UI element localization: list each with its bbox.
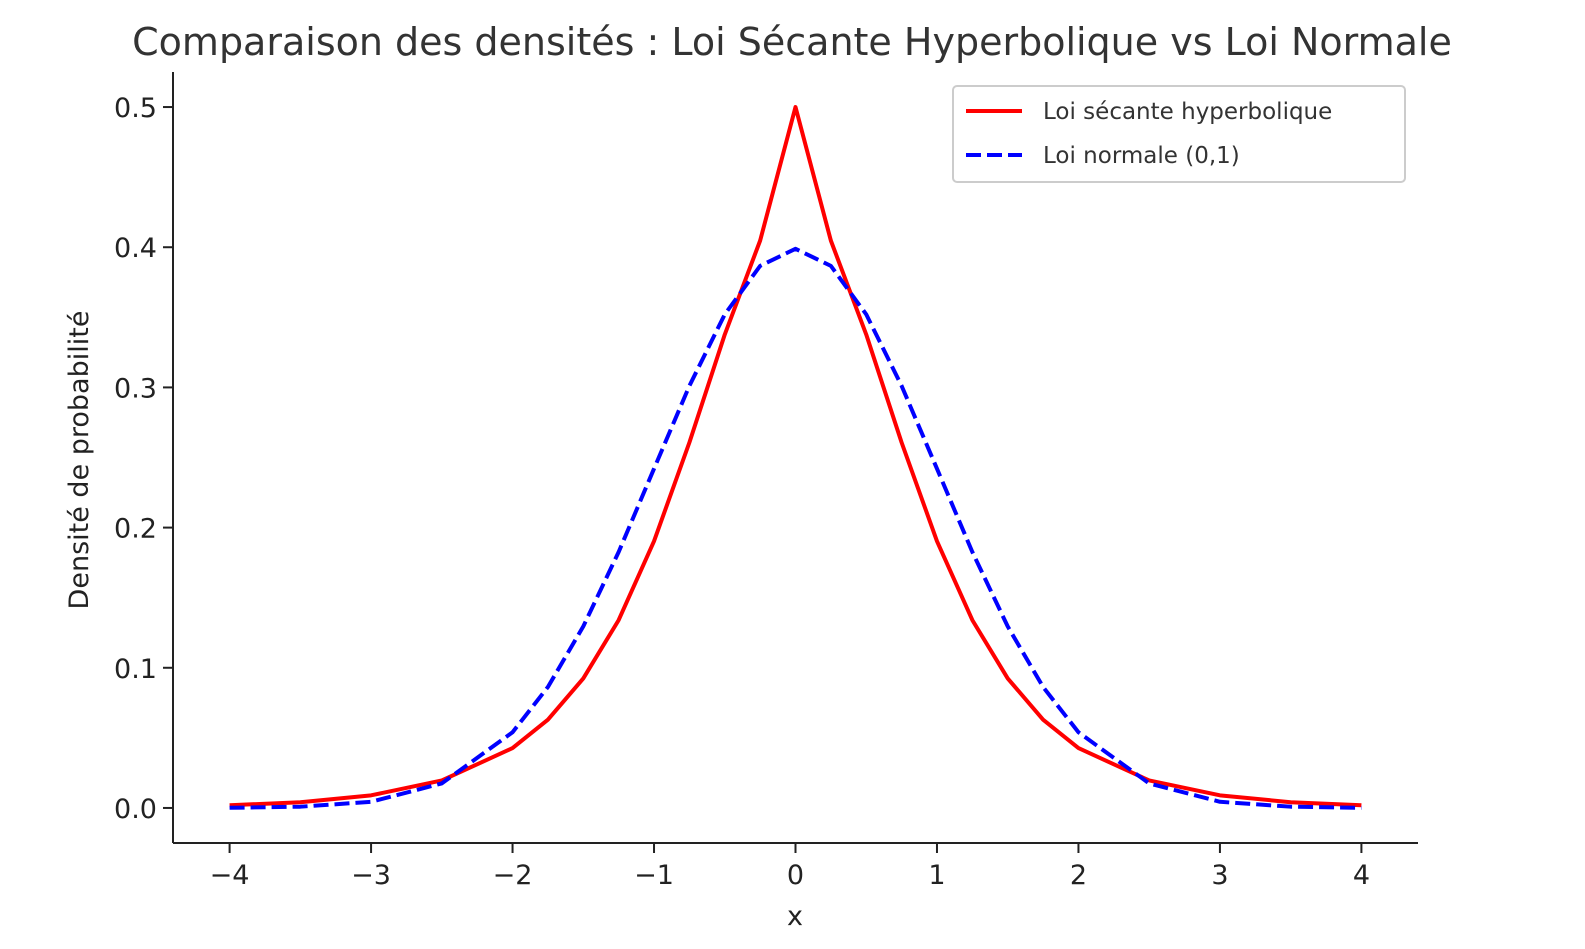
x-tick-label: 2: [1070, 860, 1087, 891]
y-tick-label: 0.0: [114, 794, 157, 825]
x-tick-label: 4: [1353, 860, 1370, 891]
x-ticks: −4 −3 −2 −1 0 1 2 3 4: [210, 843, 1370, 891]
legend-box: [952, 85, 1406, 183]
x-tick-label: −3: [351, 860, 391, 891]
x-tick-label: 1: [928, 860, 945, 891]
x-axis-label: x: [787, 901, 803, 932]
series-line-normal: [229, 246, 1362, 810]
legend-label-normal: Loi normale (0,1): [1043, 143, 1240, 169]
y-tick-label: 0.4: [114, 233, 157, 264]
x-tick-label: −4: [210, 860, 250, 891]
x-tick-label: 3: [1211, 860, 1228, 891]
y-tick-label: 0.5: [114, 93, 157, 124]
chart-title: Comparaison des densités : Loi Sécante H…: [132, 20, 1452, 64]
series-line-sech: [229, 105, 1362, 808]
x-tick-label: −2: [493, 860, 533, 891]
y-axis-label: Densité de probabilité: [64, 311, 95, 610]
x-tick-label: −1: [634, 860, 674, 891]
y-tick-label: 0.3: [114, 373, 157, 404]
y-tick-label: 0.1: [114, 654, 157, 685]
legend-label-sech: Loi sécante hyperbolique: [1043, 99, 1332, 125]
x-tick-label: 0: [787, 860, 804, 891]
y-tick-label: 0.2: [114, 514, 157, 545]
plot-area: [229, 105, 1362, 810]
legend: Loi sécante hyperbolique Loi normale (0,…: [952, 85, 1406, 183]
y-ticks: 0.0 0.1 0.2 0.3 0.4 0.5: [114, 93, 173, 825]
